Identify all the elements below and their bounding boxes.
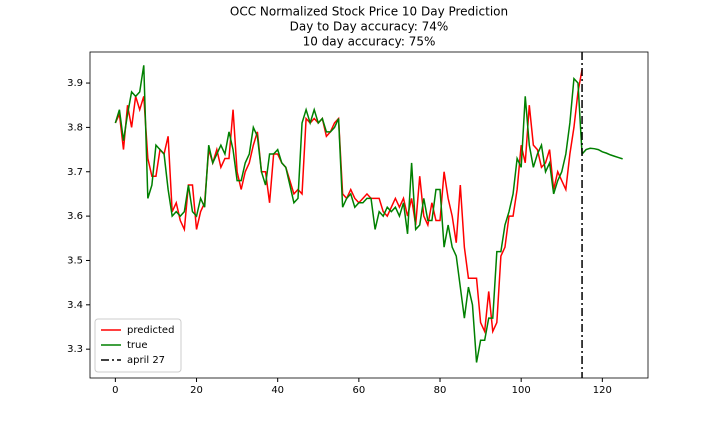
series-line	[114, 65, 623, 363]
y-tick-label: 3.7	[67, 167, 83, 178]
x-tick-label: 0	[112, 385, 118, 396]
y-tick-label: 3.9	[67, 78, 83, 89]
chart-title: OCC Normalized Stock Price 10 Day Predic…	[230, 5, 508, 19]
legend-label: predicted	[127, 325, 174, 336]
x-tick-label: 120	[593, 385, 612, 396]
legend-label: april 27	[127, 355, 165, 366]
y-tick-label: 3.8	[67, 122, 83, 133]
y-tick-label: 3.6	[67, 211, 83, 222]
x-tick-label: 60	[352, 385, 365, 396]
y-tick-label: 3.3	[67, 344, 83, 355]
legend-box	[94, 318, 182, 373]
chart-subtitle: 10 day accuracy: 75%	[303, 35, 436, 49]
plot-frame	[89, 51, 649, 379]
x-tick-label: 100	[512, 385, 531, 396]
x-tick-label: 20	[190, 385, 203, 396]
legend-label: true	[127, 340, 148, 351]
chart-subtitle: Day to Day accuracy: 74%	[290, 20, 449, 34]
y-tick-label: 3.4	[67, 300, 83, 311]
x-tick-label: 80	[434, 385, 447, 396]
y-tick-label: 3.5	[67, 255, 83, 266]
series-line	[114, 69, 583, 335]
x-tick-label: 40	[271, 385, 284, 396]
